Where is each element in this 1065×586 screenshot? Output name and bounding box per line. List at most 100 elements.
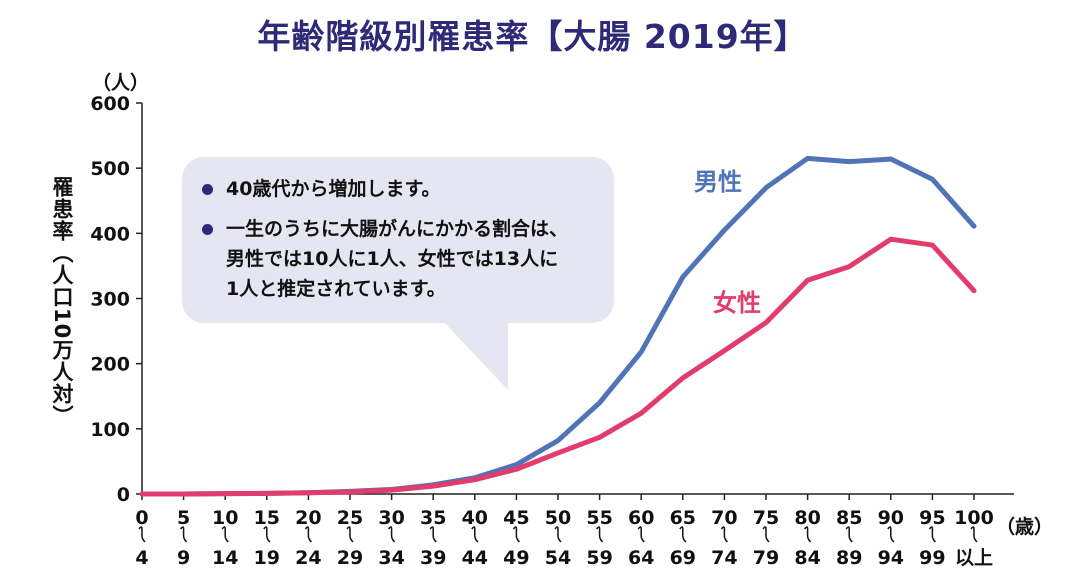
y-axis-label-part: ） <box>50 405 74 428</box>
x-tick-label-top: 95 <box>919 507 945 529</box>
data-point-female <box>972 288 976 293</box>
x-tick-label-bottom: 54 <box>545 547 571 569</box>
x-tick-label-bottom: 29 <box>337 547 363 569</box>
x-axis-unit: （歳） <box>996 516 1054 538</box>
x-tick-tilde <box>596 526 604 543</box>
data-point-female <box>597 435 602 440</box>
callout-line: 40歳代から増加します。 <box>226 178 441 200</box>
chart-title: 年齢階級別罹患率【大腸 2019年】 <box>257 17 808 56</box>
x-tick-label-top: 100 <box>954 507 994 529</box>
y-axis-label: 罹患率（人口10万人対） <box>48 176 76 427</box>
data-point-female <box>431 484 436 489</box>
data-point-female <box>805 278 810 283</box>
x-tick-label-top: 10 <box>212 507 238 529</box>
data-point-male <box>722 228 727 233</box>
x-tick-tilde <box>471 526 479 543</box>
x-tick-label-top: 65 <box>670 507 696 529</box>
data-point-female <box>930 243 935 248</box>
y-axis-label-part: （ <box>50 242 74 264</box>
x-tick-label-top: 50 <box>545 507 571 529</box>
x-tick-tilde <box>762 526 770 543</box>
x-tick-label-bottom: 69 <box>670 547 696 569</box>
x-tick-label-bottom: 9 <box>177 547 190 569</box>
x-tick-label-top: 30 <box>378 507 404 529</box>
data-point-male <box>888 157 893 162</box>
x-tick-label-top: 85 <box>836 507 862 529</box>
data-point-female <box>888 237 893 242</box>
data-point-female <box>389 488 394 493</box>
x-tick-label-bottom: 99 <box>919 547 945 569</box>
y-tick-label: 100 <box>90 419 130 441</box>
x-tick-label-bottom: 14 <box>212 547 238 569</box>
x-tick-tilde <box>637 526 645 543</box>
x-tick-label-top: 0 <box>135 507 148 529</box>
x-tick-label-top: 35 <box>420 507 446 529</box>
y-tick-label: 400 <box>90 223 130 245</box>
x-tick-label-bottom: 64 <box>628 547 654 569</box>
x-tick-label-top: 45 <box>503 507 529 529</box>
x-tick-label-bottom: 49 <box>503 547 529 569</box>
x-tick-label-bottom: 74 <box>711 547 737 569</box>
x-tick-tilde <box>138 526 146 543</box>
series-label-female: 女性 <box>713 289 761 317</box>
y-axis-label-part: 罹患率 <box>50 176 74 242</box>
data-point-female <box>264 491 269 496</box>
x-tick-label-top: 20 <box>295 507 321 529</box>
data-point-male <box>805 156 810 161</box>
x-tick-tilde <box>304 526 312 543</box>
x-tick-tilde <box>928 526 936 543</box>
data-point-female <box>514 467 519 472</box>
x-tick-label-bottom: 以上 <box>955 547 993 569</box>
x-tick-tilde <box>429 526 437 543</box>
x-tick-label-bottom: 89 <box>836 547 862 569</box>
x-tick-tilde <box>970 526 978 543</box>
data-point-female <box>472 477 477 482</box>
y-axis-label-part: 人口10万人対 <box>50 264 74 406</box>
data-point-female <box>556 450 560 455</box>
x-tick-label-bottom: 4 <box>135 547 148 569</box>
data-point-female <box>348 490 352 495</box>
x-tick-tilde <box>346 526 354 543</box>
data-point-male <box>514 462 519 467</box>
x-tick-label-bottom: 44 <box>462 547 488 569</box>
data-point-female <box>306 490 311 495</box>
data-point-male <box>847 159 852 164</box>
y-axis-unit: （人） <box>92 72 150 94</box>
x-tick-tilde <box>388 526 396 543</box>
y-tick-label: 200 <box>90 354 130 376</box>
x-tick-label-bottom: 94 <box>878 547 904 569</box>
x-tick-label-top: 90 <box>878 507 904 529</box>
data-point-female <box>140 492 144 496</box>
x-tick-label-bottom: 19 <box>254 547 280 569</box>
data-point-male <box>930 177 935 182</box>
x-tick-tilde <box>887 526 895 543</box>
x-tick-label-bottom: 59 <box>586 547 612 569</box>
data-point-male <box>680 274 685 279</box>
x-tick-label-bottom: 84 <box>794 547 820 569</box>
x-tick-label-top: 80 <box>794 507 820 529</box>
x-tick-tilde <box>512 526 520 543</box>
x-tick-tilde <box>180 526 188 543</box>
x-tick-tilde <box>554 526 562 543</box>
x-tick-tilde <box>263 526 271 543</box>
data-point-female <box>639 411 644 416</box>
callout-line: 1人と推定されています。 <box>226 278 446 300</box>
x-tick-label-bottom: 34 <box>378 547 404 569</box>
data-point-male <box>597 400 602 405</box>
x-tick-label-top: 60 <box>628 507 654 529</box>
y-tick-label: 600 <box>90 93 130 115</box>
callout-item: 一生のうちに大腸がんにかかる割合は、 男性では10人に1人、女性では13人に 1… <box>200 214 596 304</box>
y-tick-label: 500 <box>90 158 130 180</box>
callout-item: 40歳代から増加します。 <box>200 174 596 204</box>
data-point-male <box>556 438 560 443</box>
x-tick-label-top: 75 <box>753 507 779 529</box>
callout-line: 男性では10人に1人、女性では13人に <box>226 248 559 270</box>
callout-line: 一生のうちに大腸がんにかかる割合は、 <box>226 218 569 240</box>
data-point-female <box>680 376 685 381</box>
data-point-female <box>722 348 727 353</box>
x-tick-label-top: 55 <box>586 507 612 529</box>
x-tick-label-top: 5 <box>177 507 190 529</box>
data-point-male <box>972 224 976 229</box>
x-tick-label-bottom: 79 <box>753 547 779 569</box>
